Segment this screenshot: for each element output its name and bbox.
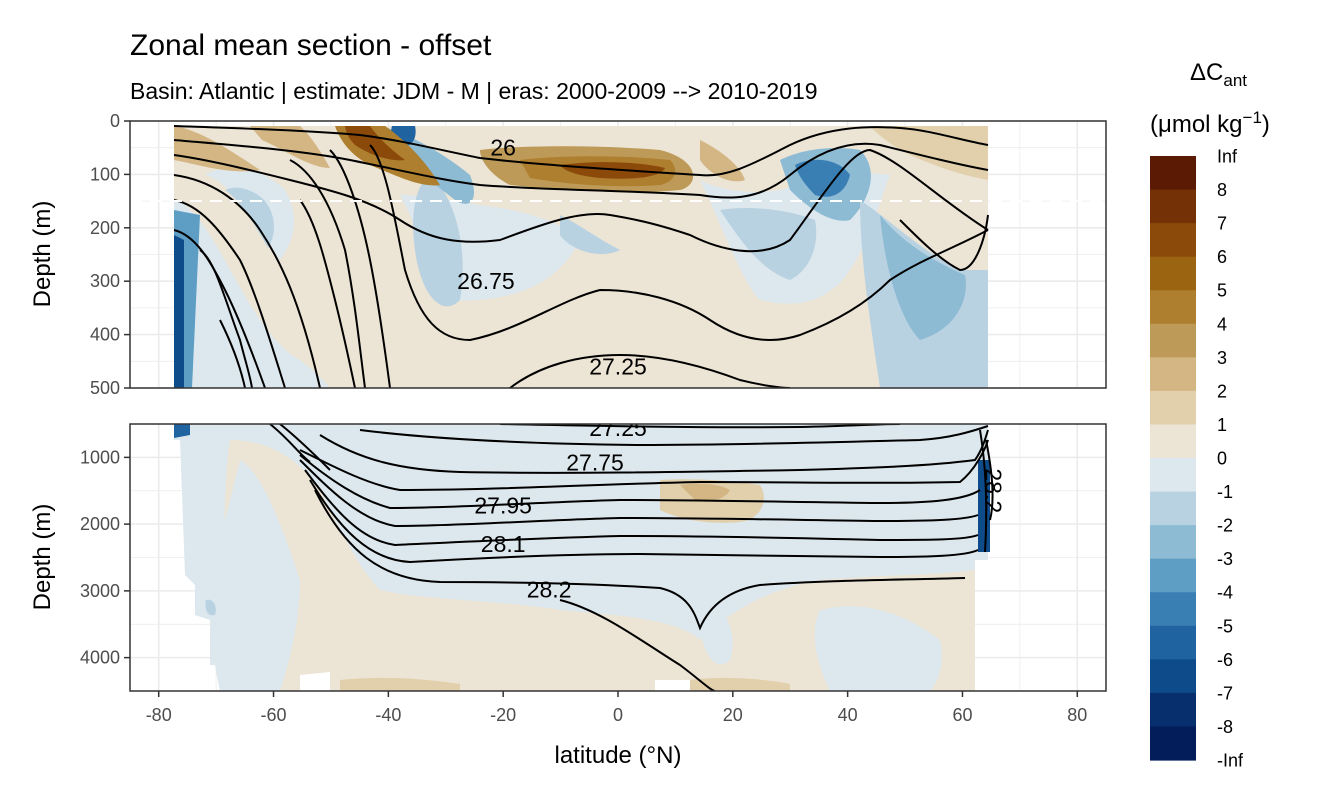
x-tick-label-80: 80: [1067, 705, 1087, 725]
contour-label-28-1: 28.1: [481, 531, 526, 557]
x-tick-label--60: -60: [261, 705, 287, 725]
contour-label-26-75: 26.75: [457, 268, 515, 294]
legend-title-subscript: ant: [1223, 71, 1247, 90]
legend-label-18: -Inf: [1217, 751, 1244, 771]
legend-swatch-9: [1150, 458, 1196, 493]
x-axis-title: latitude (°N): [555, 742, 682, 769]
legend-label-11: -2: [1217, 516, 1233, 536]
legend-label-3: 6: [1217, 247, 1227, 267]
y-tick-label-upper-0: 0: [110, 111, 120, 131]
legend-swatch-4: [1150, 290, 1196, 325]
legend-swatch-1: [1150, 189, 1196, 224]
legend-swatch-7: [1150, 390, 1196, 426]
upper-field: [174, 126, 988, 388]
y-tick-label-upper-400: 400: [90, 325, 120, 345]
legend-swatch-3: [1150, 256, 1196, 291]
legend-title-main: ΔC: [1190, 59, 1223, 86]
contour-label-27-25: 27.25: [589, 415, 647, 441]
x-tick-label-0: 0: [613, 705, 623, 725]
contour-label-28-2: 28.2: [527, 577, 572, 603]
upper-contour-labels: 26 26.75 27.25: [457, 135, 647, 380]
contour-label-rotated-28-2: 28.2: [980, 468, 1006, 513]
legend-label-7: 2: [1217, 381, 1227, 401]
legend-label-0: Inf: [1217, 147, 1238, 167]
x-tick-label--40: -40: [375, 705, 401, 725]
y-axis-title-upper: Depth (m): [29, 201, 56, 308]
legend-title: ΔCant: [1190, 59, 1247, 90]
legend-swatch-0: [1150, 156, 1196, 191]
legend-label-15: -6: [1217, 650, 1233, 670]
chart-subtitle: Basin: Atlantic | estimate: JDM - M | er…: [130, 78, 818, 104]
x-tick-label-60: 60: [952, 705, 972, 725]
legend-swatch-2: [1150, 223, 1196, 258]
legend-tick-labels: Inf 8 7 6 5 4 3 2 1 0 -1 -2 -3 -4 -5 -6 -7 -8 -Inf: [1217, 147, 1244, 771]
upper-panel-border: [129, 120, 1107, 389]
upper-isopycnals: [173, 125, 989, 388]
legend-unit-superscript: −1: [1243, 108, 1262, 127]
x-axis: -80 -60 -40 -20 0 20 40 60 80: [146, 691, 1087, 725]
y-tick-label-upper-300: 300: [90, 271, 120, 291]
legend-unit-main: (μmol kg: [1150, 111, 1243, 138]
upper-y-axis: 0 100 200 300 400 500: [90, 111, 130, 398]
lower-isopycnals: [269, 424, 994, 691]
x-tick-label-20: 20: [723, 705, 743, 725]
y-axis-title-lower: Depth (m): [29, 504, 56, 611]
x-tick-label-40: 40: [838, 705, 858, 725]
x-tick-label--80: -80: [146, 705, 172, 725]
legend-label-8: 1: [1217, 415, 1227, 435]
legend-swatch-10: [1150, 491, 1196, 526]
legend-swatch-5: [1150, 323, 1196, 358]
chart-title: Zonal mean section - offset: [130, 29, 492, 62]
y-tick-label-upper-100: 100: [90, 164, 120, 184]
contour-label-27-25: 27.25: [589, 354, 647, 380]
legend-label-14: -5: [1217, 616, 1233, 636]
x-tick-label--20: -20: [490, 705, 516, 725]
legend-unit-close: ): [1262, 111, 1270, 138]
y-tick-label-lower-3000: 3000: [80, 581, 120, 601]
legend-label-4: 5: [1217, 281, 1227, 301]
legend-swatch-16: [1150, 692, 1196, 728]
legend-label-2: 7: [1217, 214, 1227, 234]
contour-label-26: 26: [490, 135, 516, 161]
legend-swatch-6: [1150, 357, 1196, 392]
legend-label-1: 8: [1217, 180, 1227, 200]
legend-swatch-13: [1150, 592, 1196, 627]
lower-y-axis: 1000 2000 3000 4000: [80, 447, 130, 668]
legend-label-5: 4: [1217, 314, 1227, 334]
legend-label-16: -7: [1217, 683, 1233, 703]
legend-label-17: -8: [1217, 717, 1233, 737]
y-tick-label-lower-4000: 4000: [80, 648, 120, 668]
legend-label-13: -4: [1217, 583, 1233, 603]
legend: ΔCant (μmol kg−1) Inf 8 7 6 5 4 3 2 1 0 -1 -2 -3 -4 -5…: [1150, 59, 1270, 771]
legend-colorbar: [1150, 156, 1196, 761]
legend-swatch-8: [1150, 424, 1196, 459]
legend-swatch-12: [1150, 558, 1196, 593]
y-tick-label-lower-2000: 2000: [80, 514, 120, 534]
lower-field: [174, 424, 990, 691]
legend-label-10: -1: [1217, 482, 1233, 502]
legend-label-12: -3: [1217, 549, 1233, 569]
legend-label-6: 3: [1217, 348, 1227, 368]
legend-unit: (μmol kg−1): [1150, 108, 1270, 138]
y-tick-label-upper-200: 200: [90, 218, 120, 238]
upper-panel: 26 26.75 27.25 0 100 200 300 400 500: [90, 111, 1107, 398]
legend-swatch-17: [1150, 726, 1196, 761]
contour-label-27-95: 27.95: [474, 492, 532, 518]
y-tick-label-lower-1000: 1000: [80, 447, 120, 467]
legend-label-9: 0: [1217, 449, 1227, 469]
legend-swatch-11: [1150, 525, 1196, 560]
legend-swatch-15: [1150, 659, 1196, 694]
y-tick-label-upper-500: 500: [90, 378, 120, 398]
contour-label-27-75: 27.75: [566, 450, 624, 476]
legend-swatch-14: [1150, 625, 1196, 660]
